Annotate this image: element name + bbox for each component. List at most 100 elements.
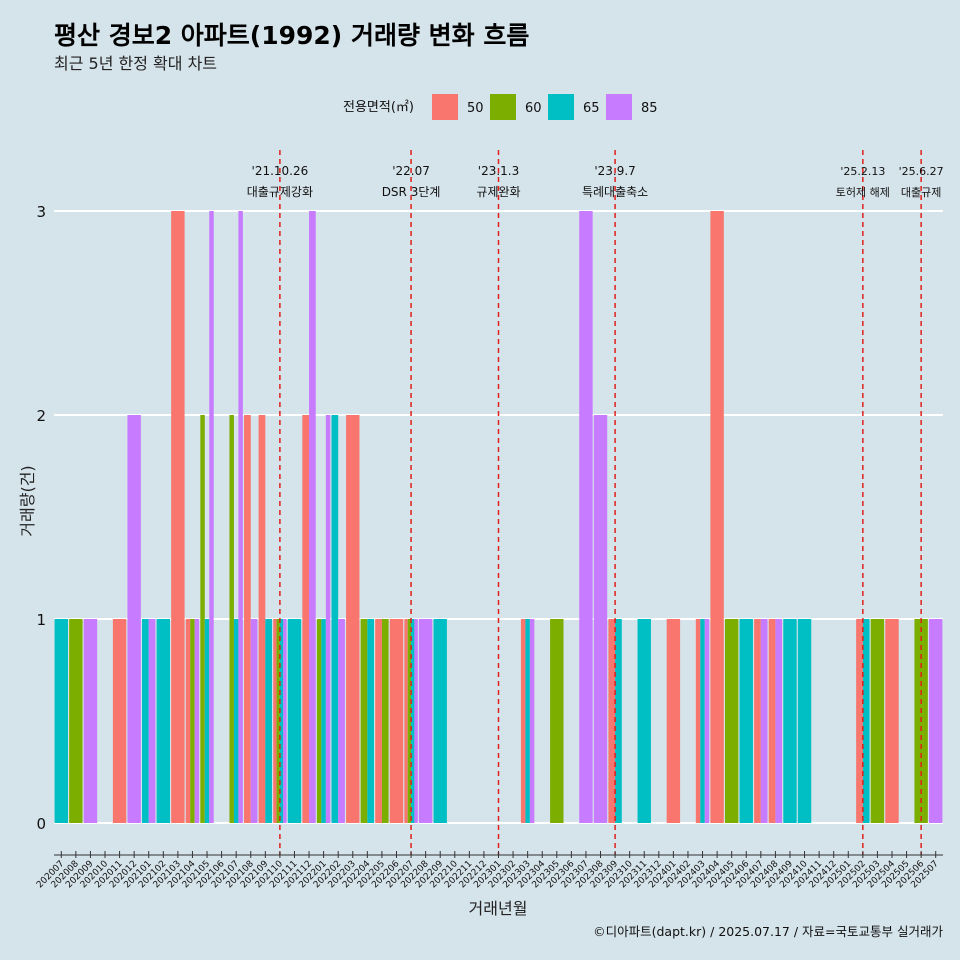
bar-202207-60 [407, 619, 412, 823]
bar-202311-65 [637, 619, 651, 823]
bar-202208-85 [418, 619, 433, 823]
bar-202205-60 [381, 619, 389, 823]
bar-202203-50 [346, 415, 360, 823]
event-date-202110: '21.10.26 [252, 164, 309, 178]
event-date-202309: '23.9.7 [594, 164, 635, 178]
y-tick-label-1: 1 [36, 611, 46, 629]
y-tick-label-0: 0 [36, 815, 46, 833]
event-label-202506: 대출규제 [901, 186, 941, 199]
bar-202201-60 [316, 619, 322, 823]
plot-area: '21.10.26 대출규제강화 '22.07 DSR 3단계 '23.1.3 규제완화 '… [35, 150, 944, 890]
y-axis: 0 1 2 3 [36, 203, 46, 833]
legend-label-60: 60 [525, 101, 542, 116]
event-label-202301: 규제완화 [476, 185, 520, 199]
bar-202407-85 [760, 619, 768, 823]
bar-202007-65 [54, 619, 68, 823]
legend-label-50: 50 [467, 101, 484, 116]
bars [54, 211, 943, 823]
bar-202404-50 [710, 211, 724, 823]
bar-202507-85 [929, 619, 943, 823]
bar-202101-65 [142, 619, 149, 823]
bar-202012-85 [127, 415, 141, 823]
legend-label-85: 85 [641, 101, 658, 116]
event-label-202207: DSR 3단계 [382, 185, 441, 199]
bar-202107-65 [233, 619, 239, 823]
bar-202307-85 [579, 211, 593, 823]
bar-202403-50 [695, 619, 701, 823]
bar-202109-65 [265, 619, 273, 823]
bar-202408-50 [768, 619, 776, 823]
bar-202504-50 [885, 619, 899, 823]
bar-202309-50 [608, 619, 616, 823]
event-lines [279, 150, 922, 855]
bar-202202-65 [331, 415, 339, 823]
bar-202107-85 [238, 211, 243, 823]
legend-swatch-50 [432, 94, 458, 120]
bar-202109-50 [258, 415, 266, 823]
bar-202204-65 [367, 619, 375, 823]
bar-202108-85 [250, 619, 258, 823]
bar-202303-50 [520, 619, 526, 823]
y-tick-label-3: 3 [36, 203, 46, 221]
legend-swatch-65 [548, 94, 574, 120]
legend-label-65: 65 [583, 101, 600, 116]
bar-202503-60 [870, 619, 885, 823]
bar-202201-85 [325, 415, 331, 823]
event-label-202309: 특례대출축소 [582, 185, 648, 199]
bar-202303-65 [525, 619, 530, 823]
bar-202103-50 [171, 211, 185, 823]
bar-202409-65 [783, 619, 797, 823]
legend-title: 전용면적(㎡) [343, 100, 414, 115]
bar-202201-65 [321, 619, 326, 823]
bar-202008-60 [69, 619, 83, 823]
bar-202403-85 [704, 619, 710, 823]
chart-header: 평산 경보2 아파트(1992) 거래량 변화 흐름 최근 5년 한정 확대 차… [54, 21, 529, 73]
bar-202401-50 [666, 619, 681, 823]
bar-202407-50 [754, 619, 761, 823]
bar-202111-65 [287, 619, 302, 823]
bar-202202-85 [338, 619, 345, 823]
bar-202104-50 [185, 619, 191, 823]
bar-202009-85 [83, 619, 98, 823]
bar-202105-65 [204, 619, 210, 823]
event-date-202502: '25.2.13 [840, 165, 885, 178]
bar-202309-65 [615, 619, 622, 823]
bar-202112-85 [309, 211, 316, 823]
bar-202206-50 [389, 619, 404, 823]
bar-202406-65 [739, 619, 753, 823]
chart-caption: ©디아파트(dapt.kr) / 2025.07.17 / 자료=국토교통부 실… [593, 924, 943, 939]
bar-202105-85 [209, 211, 214, 823]
bar-202102-65 [156, 619, 171, 823]
bar-202502-65 [862, 619, 870, 823]
chart-title: 평산 경보2 아파트(1992) 거래량 변화 흐름 [54, 21, 529, 50]
event-label-202502: 토허제 해제 [836, 185, 890, 199]
y-axis-title: 거래량(건) [18, 465, 37, 536]
legend-swatch-85 [606, 94, 632, 120]
bar-202408-85 [775, 619, 783, 823]
bar-202112-50 [302, 415, 310, 823]
y-tick-label-2: 2 [36, 407, 46, 425]
bar-202107-60 [229, 415, 234, 823]
bar-202207-85 [414, 619, 418, 823]
bar-202403-65 [700, 619, 705, 823]
bar-202104-60 [190, 619, 195, 823]
bar-202305-60 [550, 619, 564, 823]
bar-202110-50 [273, 619, 277, 823]
event-label-202110: 대출규제강화 [247, 185, 313, 199]
bar-202207-65 [411, 619, 415, 823]
bar-202110-60 [276, 619, 280, 823]
bar-202110-85 [283, 619, 287, 823]
bar-202405-60 [724, 619, 739, 823]
bar-202502-50 [856, 619, 863, 823]
bar-202205-50 [375, 619, 382, 823]
bar-202110-65 [279, 619, 284, 823]
event-date-202207: '22.07 [392, 164, 430, 178]
bar-202207-50 [404, 619, 408, 823]
x-axis-title: 거래년월 [469, 899, 528, 918]
bar-202209-65 [433, 619, 447, 823]
event-annotations: '21.10.26 대출규제강화 '22.07 DSR 3단계 '23.1.3 규제완화 '… [247, 164, 944, 199]
bar-202011-50 [112, 619, 127, 823]
legend-swatch-60 [490, 94, 516, 120]
bar-202101-85 [148, 619, 156, 823]
